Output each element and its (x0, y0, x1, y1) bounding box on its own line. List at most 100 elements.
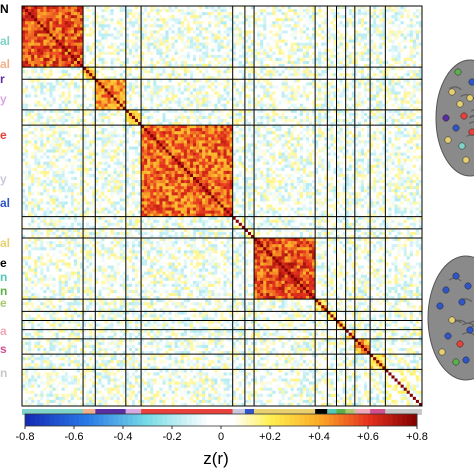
matrix-cell (67, 106, 72, 111)
matrix-cell (180, 12, 185, 16)
matrix-cell (367, 48, 371, 53)
matrix-cell (220, 36, 224, 40)
matrix-cell (70, 393, 75, 398)
matrix-cell (128, 18, 133, 22)
matrix-cell (25, 219, 29, 224)
matrix-cell (55, 271, 59, 276)
matrix-cell (58, 51, 62, 56)
matrix-cell (357, 9, 362, 13)
matrix-cell (251, 24, 255, 28)
matrix-cell (76, 73, 81, 77)
matrix-cell (46, 369, 50, 373)
matrix-cell (354, 6, 359, 10)
matrix-cell (156, 9, 160, 13)
matrix-cell (49, 125, 53, 129)
matrix-cell (76, 195, 81, 199)
matrix-cell (64, 341, 69, 346)
matrix-cell (37, 280, 41, 285)
matrix-cell (354, 24, 359, 28)
matrix-cell (318, 54, 322, 59)
matrix-cell (28, 122, 32, 126)
matrix-cell (52, 12, 56, 16)
matrix-cell (370, 6, 374, 10)
matrix-cell (22, 317, 26, 321)
matrix-cell (34, 311, 38, 315)
matrix-cell (156, 54, 160, 59)
matrix-cell (55, 167, 59, 172)
matrix-cell (251, 30, 255, 34)
matrix-cell (22, 344, 26, 349)
matrix-cell (43, 225, 47, 230)
matrix-cell (61, 222, 66, 227)
matrix-cell (418, 21, 423, 25)
matrix-cell (217, 6, 221, 10)
matrix-cell (296, 64, 301, 68)
matrix-cell (266, 48, 270, 53)
matrix-cell (43, 48, 47, 53)
matrix-cell (70, 140, 75, 144)
matrix-cell (34, 216, 38, 221)
matrix-cell (415, 21, 420, 25)
matrix-cell (315, 45, 319, 50)
matrix-cell (22, 402, 26, 407)
matrix-cell (58, 91, 62, 95)
matrix-cell (342, 45, 346, 50)
matrix-cell (107, 9, 111, 13)
matrix-cell (70, 73, 75, 77)
matrix-cell (25, 378, 29, 382)
matrix-cell (37, 48, 41, 53)
matrix-cell (110, 48, 114, 53)
matrix-cell (58, 100, 62, 105)
matrix-cell (107, 54, 111, 59)
matrix-cell (31, 253, 35, 257)
matrix-cell (49, 137, 53, 141)
matrix-cell (205, 60, 209, 65)
matrix-cell (83, 48, 87, 53)
matrix-cell (31, 73, 35, 77)
matrix-cell (345, 45, 350, 50)
matrix-cell (238, 45, 243, 50)
matrix-cell (49, 140, 53, 144)
matrix-cell (76, 180, 81, 184)
matrix-cell (156, 42, 160, 46)
matrix-cell (40, 210, 44, 214)
matrix-cell (73, 42, 78, 46)
matrix-cell (58, 204, 62, 208)
matrix-cell (46, 354, 50, 358)
matrix-cell (202, 21, 206, 25)
matrix-cell (55, 302, 59, 306)
matrix-cell (360, 48, 365, 53)
matrix-cell (70, 45, 75, 50)
matrix-cell (125, 18, 130, 22)
matrix-cell (28, 57, 32, 62)
matrix-cell (52, 369, 56, 373)
matrix-cell (284, 21, 288, 25)
matrix-cell (64, 109, 69, 114)
matrix-cell (348, 18, 353, 22)
matrix-cell (247, 39, 252, 43)
matrix-cell (159, 67, 163, 71)
matrix-cell (409, 18, 414, 22)
matrix-cell (116, 21, 121, 25)
matrix-cell (67, 314, 72, 318)
matrix-cell (293, 33, 298, 37)
matrix-cell (388, 15, 392, 19)
matrix-cell (403, 30, 408, 34)
matrix-cell (202, 33, 206, 37)
matrix-cell (134, 27, 139, 31)
matrix-cell (31, 125, 35, 129)
matrix-cell (55, 176, 59, 181)
matrix-cell (55, 88, 59, 92)
matrix-cell (25, 372, 29, 376)
matrix-cell (34, 231, 38, 236)
matrix-cell (67, 216, 72, 221)
matrix-cell (37, 341, 41, 346)
matrix-cell (34, 146, 38, 150)
matrix-cell (208, 67, 212, 71)
matrix-cell (73, 351, 78, 355)
matrix-cell (80, 198, 84, 202)
matrix-cell (52, 351, 56, 355)
matrix-cell (64, 247, 69, 251)
matrix-cell (37, 131, 41, 135)
matrix-cell (67, 189, 72, 193)
